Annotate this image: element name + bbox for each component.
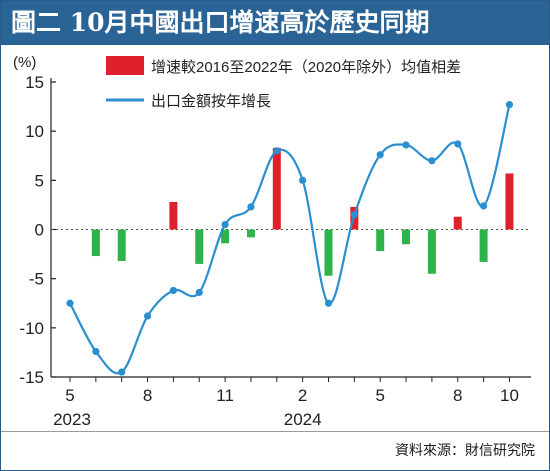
source-bar: 資料來源：財信研究院 <box>1 431 549 470</box>
bar <box>324 229 333 276</box>
bar <box>246 229 255 238</box>
x-tick-label: 10 <box>500 386 519 405</box>
chart-area: (%) -15 -10 -5 0 5 10 15 5 8 11 2 5 8 10 2023 2024 增速較20… <box>13 54 531 429</box>
line-point <box>350 211 358 219</box>
bar <box>376 229 385 252</box>
line-point <box>195 288 203 297</box>
source-note: 資料來源：財信研究院 <box>395 443 535 459</box>
legend-label-bar: 增速較2016至2022年（2020年除外）均值相差 <box>151 58 461 76</box>
y-tick-label: -5 <box>29 270 44 289</box>
title-bar: 圖二 10月中國出口增速高於歷史同期 <box>1 1 549 45</box>
bar <box>505 173 514 230</box>
bar <box>91 229 100 257</box>
y-tick-label: -15 <box>19 368 44 387</box>
bar <box>195 229 204 264</box>
line-point <box>428 157 436 165</box>
bar <box>453 216 462 230</box>
x-year-label: 2023 <box>53 410 91 429</box>
line-point <box>92 347 100 356</box>
export-growth-line <box>69 104 511 375</box>
line-point <box>247 203 255 211</box>
legend-label-line: 出口金額按年增長 <box>151 93 271 110</box>
line-point <box>376 151 384 159</box>
x-tick-label: 11 <box>216 386 234 405</box>
line-point <box>299 176 307 184</box>
line-point <box>480 202 488 210</box>
line-points <box>66 101 514 376</box>
line-point <box>505 101 514 109</box>
y-tick-label: -10 <box>19 319 44 338</box>
bar-series <box>91 147 514 276</box>
x-tick-label: 5 <box>65 386 74 405</box>
legend-swatch-bar <box>106 56 144 75</box>
bar <box>427 229 436 274</box>
y-tick-label: 5 <box>35 171 44 190</box>
bar <box>169 201 178 230</box>
bar <box>117 229 126 261</box>
line-point <box>402 141 410 149</box>
line-point <box>143 312 152 320</box>
bar <box>272 147 281 230</box>
axes: (%) -15 -10 -5 0 5 10 15 5 8 11 2 5 8 10 2023 2024 <box>13 54 531 429</box>
bar <box>221 229 230 244</box>
line-point <box>66 299 74 307</box>
line-point <box>221 220 229 229</box>
x-year-label: 2024 <box>284 410 322 429</box>
bar <box>402 229 411 245</box>
line-point <box>324 299 333 307</box>
y-tick-label: 0 <box>35 221 44 240</box>
x-tick-label: 2 <box>298 386 307 405</box>
y-tick-label: 15 <box>25 73 44 92</box>
x-tick-label: 5 <box>375 386 384 405</box>
x-tick-label: 8 <box>143 386 152 405</box>
line-point <box>454 140 462 148</box>
x-tick-label: 8 <box>453 386 462 405</box>
line-point <box>273 147 281 155</box>
line-series <box>69 104 511 375</box>
y-tick-label: 10 <box>25 122 44 141</box>
bar <box>479 229 488 262</box>
line-point <box>169 286 177 295</box>
line-point <box>118 368 126 376</box>
chart-title: 圖二 10月中國出口增速高於歷史同期 <box>11 8 430 37</box>
y-axis-unit: (%) <box>13 54 36 71</box>
